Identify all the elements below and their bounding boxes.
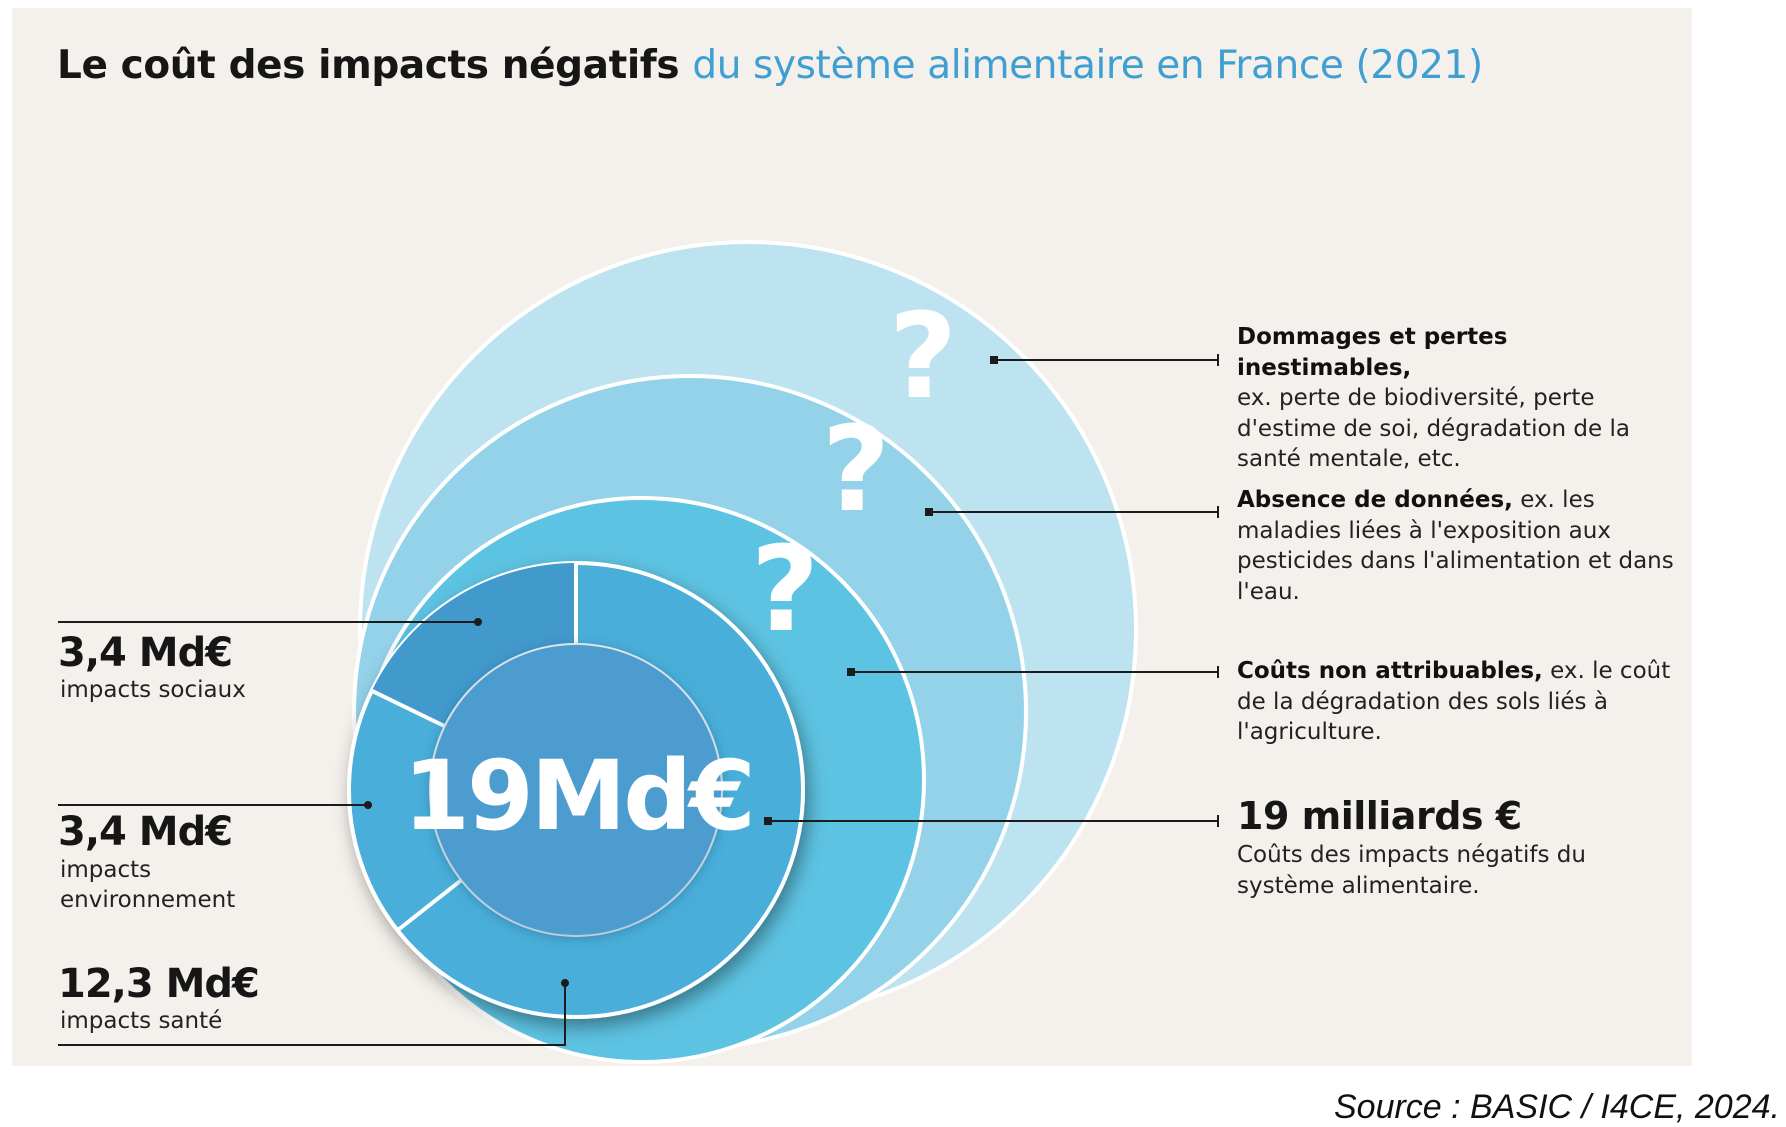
question-mark-1: ?: [889, 287, 957, 425]
title-main: Le coût des impacts négatifs: [57, 43, 680, 88]
total-description: Coûts des impacts négatifs du système al…: [1237, 842, 1586, 899]
leader-lines: [58, 359, 1218, 1046]
leader-end-missing-data: [1217, 506, 1219, 518]
leader-end-inestimable: [1217, 354, 1219, 366]
donut-divider-3: [396, 878, 464, 932]
note-non-attributable-text: ex. le coût de la dégradation des sols l…: [1237, 658, 1671, 745]
note-non-attributable-costs: Coûts non attribuables, ex. le coût de l…: [1237, 656, 1677, 748]
health-impacts-label: impacts santé: [60, 1008, 223, 1034]
note-inestimable-damages: Dommages et pertes inestimables, ex. pert…: [1237, 322, 1677, 475]
title-accent: du système alimentaire en France (2021): [692, 43, 1483, 88]
infographic-title: Le coût des impacts négatifs du système …: [57, 43, 1483, 89]
leader-dot-inestimable: [990, 356, 998, 364]
note-missing-data: Absence de données, ex. les maladies lié…: [1237, 485, 1677, 607]
question-mark-2: ?: [822, 400, 890, 538]
donut-segment-social: [371, 563, 576, 727]
leader-dot-social: [474, 618, 482, 626]
leader-end-non-attributable: [1217, 666, 1219, 678]
leader-line-health: [58, 983, 566, 1046]
health-impacts-value: 12,3 Md€: [58, 961, 260, 1007]
leader-dot-non-attributable: [847, 668, 855, 676]
social-impacts-label: impacts sociaux: [60, 677, 246, 703]
source-credit: Source : BASIC / I4CE, 2024.: [1333, 1088, 1780, 1126]
leader-end-total: [1217, 815, 1219, 827]
environment-impacts-value: 3,4 Md€: [58, 809, 233, 855]
note-missing-data-text: ex. les maladies liées à l'exposition au…: [1237, 487, 1674, 605]
leader-dot-environment: [364, 801, 372, 809]
leader-dots: [364, 354, 1219, 987]
leader-dot-total: [764, 817, 772, 825]
note-non-attributable-title: Coûts non attribuables,: [1237, 658, 1543, 684]
question-mark-3: ?: [751, 520, 819, 658]
environment-impacts-label: impacts environnement: [60, 857, 236, 913]
note-inestimable-title: Dommages et pertes inestimables,: [1237, 324, 1508, 381]
note-missing-data-title: Absence de données,: [1237, 487, 1513, 513]
leader-dot-health: [561, 979, 569, 987]
social-impacts-value: 3,4 Md€: [58, 630, 233, 676]
leader-dot-missing-data: [925, 508, 933, 516]
total-heading: 19 milliards €: [1237, 794, 1522, 838]
donut-divider-2: [370, 688, 447, 729]
donut-center: [431, 645, 721, 935]
donut-center-value: 19Md€: [403, 740, 753, 852]
note-inestimable-text: ex. perte de biodiversité, perte d'estim…: [1237, 385, 1630, 472]
